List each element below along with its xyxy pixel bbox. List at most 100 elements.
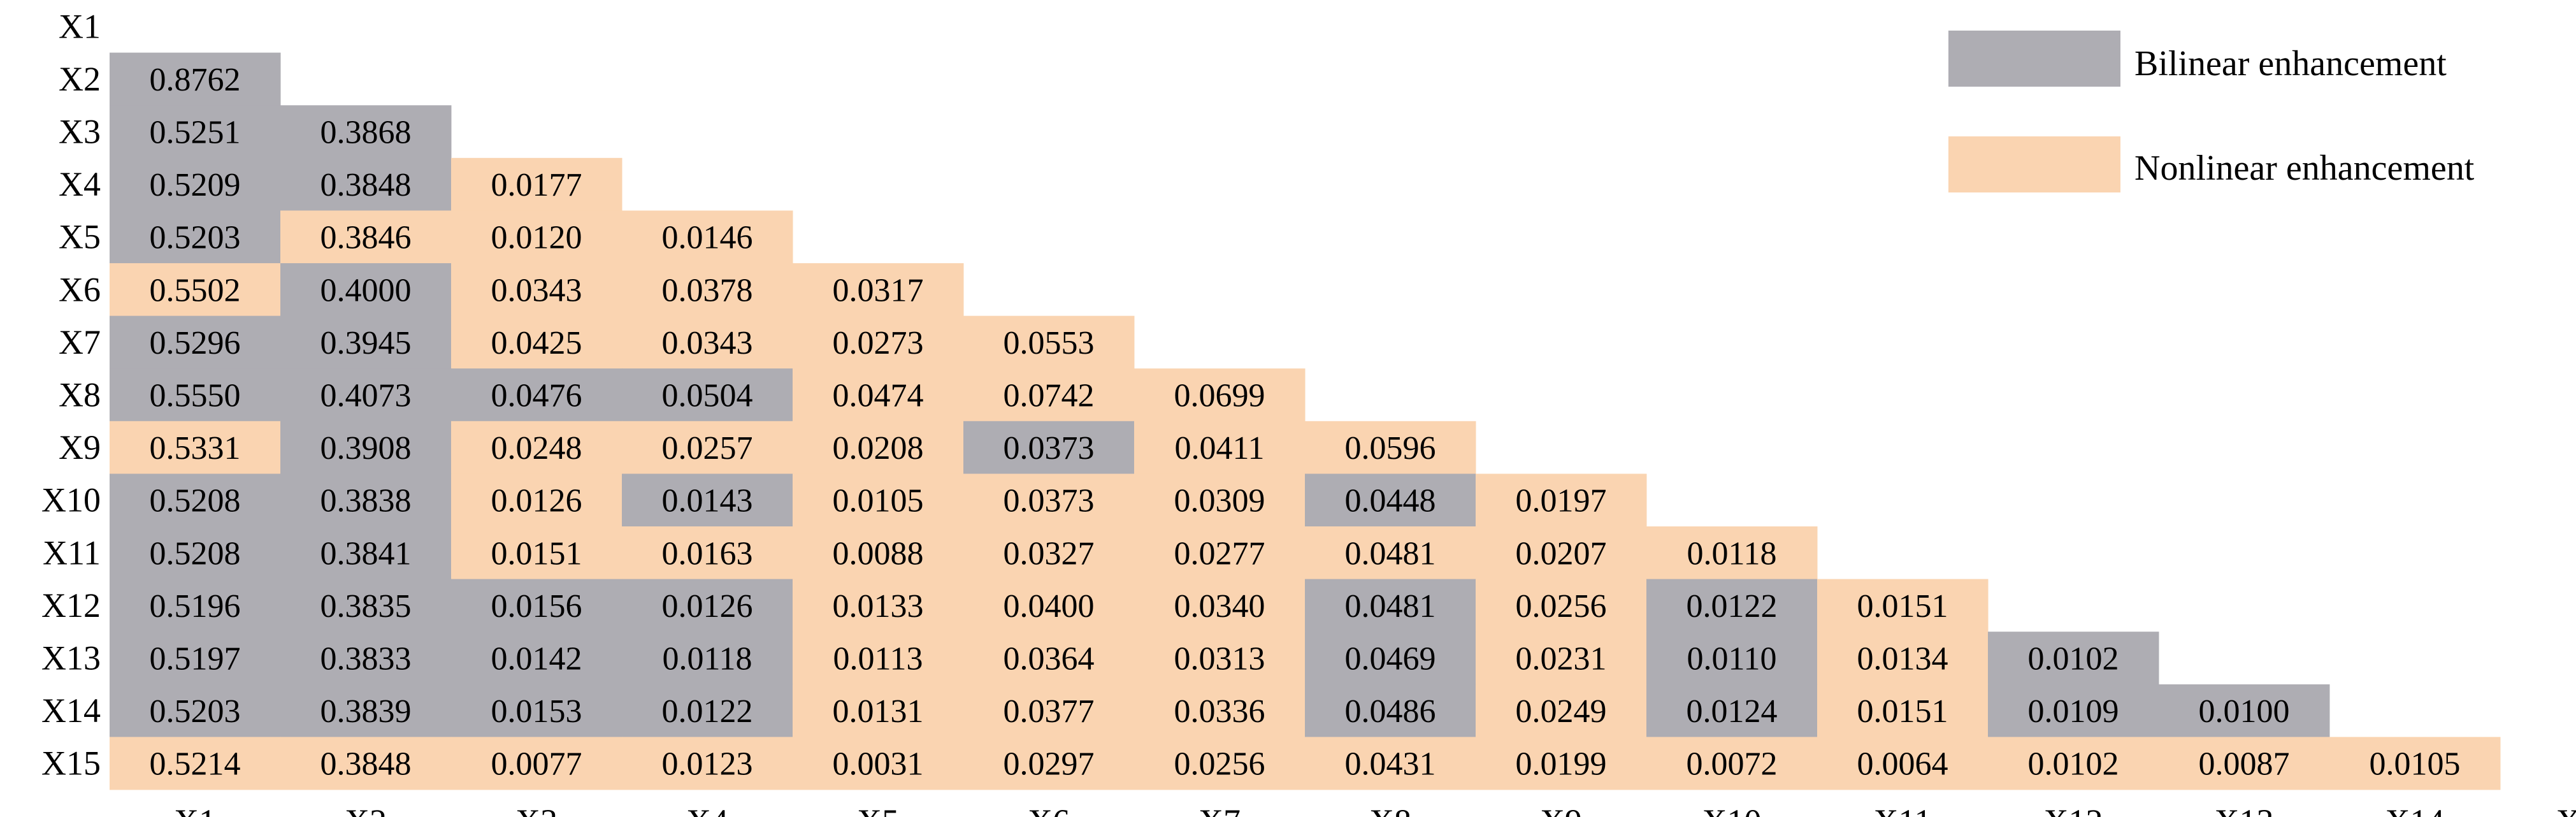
- cell-value-label: 0.3868: [320, 115, 412, 151]
- cell-value-label: 0.0124: [1687, 693, 1778, 730]
- cell-value-label: 0.0208: [833, 430, 924, 466]
- heatmap-cell-x14-x8: [1305, 684, 1476, 737]
- heatmap-cell-x2-x1: [110, 52, 281, 106]
- heatmap-cell-x13-x6: [963, 632, 1135, 685]
- heatmap-cell-x9-x2: [280, 421, 452, 474]
- cell-value-label: 0.5502: [150, 272, 241, 308]
- heatmap-cell-x13-x4: [622, 632, 793, 685]
- cell-value-label: 0.0133: [833, 588, 924, 625]
- heatmap-cell-x9-x1: [110, 421, 281, 474]
- cell-value-label: 0.0072: [1687, 746, 1778, 783]
- cell-value-label: 0.0336: [1174, 693, 1265, 730]
- row-label-x15: X15: [41, 744, 101, 783]
- cell-value-label: 0.0343: [491, 272, 582, 308]
- heatmap-cell-x15-x2: [280, 737, 452, 790]
- cell-value-label: 0.0699: [1174, 378, 1265, 414]
- heatmap-cell-x7-x5: [793, 315, 964, 369]
- cell-value-label: 0.0105: [2370, 746, 2461, 783]
- cell-value-label: 0.0474: [833, 378, 924, 414]
- column-label-x6: X6: [1028, 802, 1070, 817]
- cell-value-label: 0.0486: [1345, 693, 1436, 730]
- column-label-x8: X8: [1369, 802, 1411, 817]
- cell-value-label: 0.0109: [2028, 693, 2119, 730]
- cell-value-label: 0.8762: [150, 62, 241, 98]
- heatmap-cell-x15-x14: [2329, 737, 2501, 790]
- cell-value-label: 0.5296: [150, 325, 241, 361]
- cell-value-label: 0.0257: [662, 430, 753, 466]
- heatmap-cell-x10-x7: [1134, 474, 1306, 527]
- heatmap-cell-x9-x6: [963, 421, 1135, 474]
- heatmap-cell-x13-x12: [1988, 632, 2159, 685]
- cell-value-label: 0.0327: [1004, 535, 1095, 572]
- cell-value-label: 0.5208: [150, 483, 241, 519]
- cell-value-label: 0.0118: [662, 641, 752, 677]
- heatmap-cell-x8-x7: [1134, 368, 1306, 422]
- heatmap-cell-x14-x7: [1134, 684, 1306, 737]
- column-label-x11: X11: [1874, 802, 1932, 817]
- heatmap-cell-x13-x5: [793, 632, 964, 685]
- cell-value-label: 0.0309: [1174, 483, 1265, 519]
- cell-value-label: 0.0118: [1687, 535, 1776, 572]
- heatmap-cell-x12-x4: [622, 579, 793, 632]
- heatmap-cell-x14-x4: [622, 684, 793, 737]
- cell-value-label: 0.0197: [1516, 483, 1607, 519]
- cell-value-label: 0.0151: [491, 535, 582, 572]
- heatmap-cell-x13-x1: [110, 632, 281, 685]
- cell-value-label: 0.0102: [2028, 641, 2119, 677]
- cell-value-label: 0.0448: [1345, 483, 1436, 519]
- cell-value-label: 0.0087: [2199, 746, 2290, 783]
- cell-value-label: 0.0340: [1174, 588, 1265, 625]
- cell-value-label: 0.0199: [1516, 746, 1607, 783]
- row-labels: X1 X2 X3 X4 X5 X6 X7 X8 X9 X10 X11 X12 X13 X14 X15: [41, 7, 101, 782]
- cell-value-label: 0.3833: [320, 641, 412, 677]
- heatmap-cell-x11-x5: [793, 526, 964, 580]
- heatmap-cell-x10-x4: [622, 474, 793, 527]
- cell-value-label: 0.0126: [662, 588, 753, 625]
- cell-value-label: 0.3848: [320, 167, 412, 203]
- heatmap-cell-x4-x2: [280, 157, 452, 211]
- cell-value-label: 0.5331: [150, 430, 241, 466]
- cell-value-label: 0.0425: [491, 325, 582, 361]
- cell-value-label: 0.0143: [662, 483, 753, 519]
- heatmap-cell-x11-x10: [1646, 526, 1818, 580]
- heatmap-cell-x15-x9: [1476, 737, 1647, 790]
- heatmap-cell-x8-x1: [110, 368, 281, 422]
- heatmap-cell-x5-x1: [110, 210, 281, 264]
- row-label-x8: X8: [59, 376, 101, 414]
- cell-value-label: 0.0277: [1174, 535, 1265, 572]
- heatmap-cell-x5-x2: [280, 210, 452, 264]
- column-label-x7: X7: [1198, 802, 1241, 817]
- cell-value-label: 0.5203: [150, 220, 241, 256]
- heatmap-cell-x12-x10: [1646, 579, 1818, 632]
- heatmap-cell-x6-x4: [622, 263, 793, 317]
- heatmap-cell-x7-x2: [280, 315, 452, 369]
- cell-value-label: 0.0120: [491, 220, 582, 256]
- legend-label-bilinear: Bilinear enhancement: [2134, 44, 2447, 83]
- heatmap-cell-x8-x2: [280, 368, 452, 422]
- cell-value-label: 0.0313: [1174, 641, 1265, 677]
- heatmap-cell-x9-x4: [622, 421, 793, 474]
- heatmap-cell-x4-x3: [451, 157, 622, 211]
- column-label-x3: X3: [515, 802, 558, 817]
- heatmap-cell-x14-x12: [1988, 684, 2159, 737]
- row-label-x13: X13: [41, 639, 101, 677]
- heatmap-cell-x12-x3: [451, 579, 622, 632]
- heatmap-cell-x6-x1: [110, 263, 281, 317]
- heatmap-cell-x11-x7: [1134, 526, 1306, 580]
- cell-value-label: 0.5197: [150, 641, 241, 677]
- cell-value-label: 0.0123: [662, 746, 753, 783]
- heatmap-cell-x14-x13: [2159, 684, 2330, 737]
- cell-value-label: 0.0411: [1174, 430, 1264, 466]
- heatmap-cell-x10-x8: [1305, 474, 1476, 527]
- row-label-x7: X7: [59, 323, 101, 361]
- column-label-x5: X5: [857, 802, 899, 817]
- heatmap-cell-x12-x6: [963, 579, 1135, 632]
- cell-value-label: 0.0153: [491, 693, 582, 730]
- heatmap-cell-x7-x1: [110, 315, 281, 369]
- heatmap-cell-x15-x4: [622, 737, 793, 790]
- cell-value-label: 0.0088: [833, 535, 924, 572]
- legend-swatch-bilinear: [1948, 31, 2120, 87]
- heatmap-cell-x11-x9: [1476, 526, 1647, 580]
- heatmap-cells: 0.8762 0.5251 0.3868 0.5209 0.3848 0.0177 0.52…: [110, 52, 2501, 790]
